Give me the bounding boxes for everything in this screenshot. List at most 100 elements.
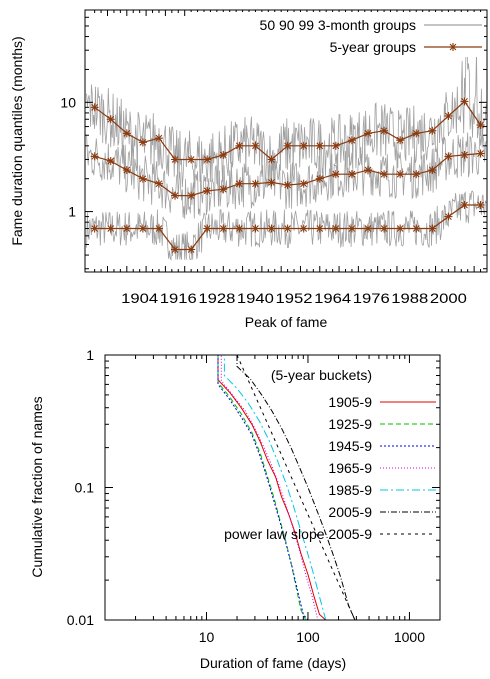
five-year-group-point bbox=[396, 136, 405, 145]
x-axis-title: Peak of fame bbox=[245, 314, 328, 330]
five-year-group-point bbox=[235, 224, 244, 233]
y-axis-ticks: 1 0.1 0.01 bbox=[67, 347, 440, 628]
five-year-group-point bbox=[380, 224, 389, 233]
five-year-group-point bbox=[187, 191, 196, 200]
y-axis-ticks: 1 10 bbox=[60, 16, 487, 270]
x-tick-label: 1916 bbox=[160, 290, 197, 306]
five-year-group-point bbox=[460, 150, 469, 159]
legend-star bbox=[449, 43, 457, 51]
five-year-group-point bbox=[364, 166, 373, 175]
five-year-group-point bbox=[90, 152, 99, 161]
x-tick-label: 1000 bbox=[394, 629, 425, 645]
five-year-group-point bbox=[347, 170, 356, 179]
three-month-group-lines bbox=[86, 37, 487, 261]
y-tick-label: 0.1 bbox=[75, 480, 95, 496]
legend-label-five-year: 5-year groups bbox=[330, 39, 416, 55]
cdf-line-1985-9 bbox=[105, 354, 332, 621]
five-year-group-series bbox=[90, 97, 485, 254]
five-year-group-point bbox=[138, 224, 147, 233]
five-year-group-point bbox=[267, 224, 276, 233]
five-year-group-point bbox=[203, 224, 212, 233]
cdf-line-1945-9 bbox=[105, 354, 309, 621]
five-year-group-point bbox=[315, 141, 324, 150]
five-year-group-point bbox=[283, 141, 292, 150]
cdf-line-1905-9 bbox=[105, 354, 327, 621]
y-tick-label: 10 bbox=[60, 94, 76, 110]
five-year-group-point bbox=[203, 155, 212, 164]
five-year-group-point bbox=[90, 103, 99, 112]
legend-label: power law slope 2005-9 bbox=[224, 526, 372, 542]
five-year-group-point bbox=[460, 200, 469, 209]
five-year-group-point bbox=[283, 224, 292, 233]
y-axis-title: Cumulative fraction of names bbox=[29, 396, 45, 577]
five-year-group-point bbox=[315, 174, 324, 183]
five-year-group-point bbox=[380, 170, 389, 179]
five-year-group-point bbox=[251, 179, 260, 188]
legend-label: 1905-9 bbox=[328, 394, 372, 410]
legend-label: 1945-9 bbox=[328, 438, 372, 454]
x-tick-label: 1928 bbox=[198, 290, 235, 306]
five-year-group-point bbox=[251, 141, 260, 150]
five-year-group-point bbox=[412, 224, 421, 233]
legend-label-three-month: 50 90 99 3-month groups bbox=[260, 17, 416, 33]
five-year-group-point bbox=[412, 129, 421, 138]
five-year-group-point bbox=[331, 224, 340, 233]
x-tick-label: 1976 bbox=[353, 290, 390, 306]
fame-quantiles-chart: 1904 1916 1928 1940 1952 1964 1976 1988 2000 1 10… bbox=[9, 9, 488, 330]
legend-label: 1985-9 bbox=[328, 482, 372, 498]
five-year-group-point bbox=[154, 179, 163, 188]
five-year-group-point bbox=[171, 191, 180, 200]
five-year-group-point bbox=[299, 224, 308, 233]
y-tick-label: 1 bbox=[68, 204, 76, 220]
x-axis-title: Duration of fame (days) bbox=[200, 655, 346, 671]
legend-label: 2005-9 bbox=[328, 504, 372, 520]
five-year-group-point bbox=[428, 126, 437, 135]
five-year-group-point bbox=[90, 224, 99, 233]
x-tick-label: 100 bbox=[296, 629, 320, 645]
legend-label: 1965-9 bbox=[328, 460, 372, 476]
five-year-group-point bbox=[412, 170, 421, 179]
five-year-group-point bbox=[444, 212, 453, 221]
five-year-group-point bbox=[331, 141, 340, 150]
five-year-group-point bbox=[364, 129, 373, 138]
five-year-group-point bbox=[476, 149, 485, 158]
five-year-group-point bbox=[219, 150, 228, 159]
y-axis-title: Fame duration quantiles (months) bbox=[9, 36, 25, 245]
five-year-group-point bbox=[122, 224, 131, 233]
five-year-group-point bbox=[138, 174, 147, 183]
five-year-group-point bbox=[460, 97, 469, 106]
x-tick-label: 1904 bbox=[121, 290, 158, 306]
legend-title: (5-year buckets) bbox=[271, 367, 372, 383]
five-year-group-point bbox=[347, 136, 356, 145]
five-year-group-point bbox=[138, 138, 147, 147]
five-year-group-point bbox=[267, 155, 276, 164]
five-year-group-point bbox=[106, 224, 115, 233]
y-tick-label: 0.01 bbox=[67, 612, 94, 628]
five-year-group-point bbox=[122, 129, 131, 138]
five-year-group-point bbox=[187, 155, 196, 164]
five-year-group-point bbox=[444, 152, 453, 161]
five-year-group-point bbox=[476, 200, 485, 209]
five-year-group-point bbox=[299, 141, 308, 150]
five-year-group-point bbox=[428, 224, 437, 233]
five-year-group-point bbox=[396, 224, 405, 233]
five-year-group-point bbox=[154, 224, 163, 233]
five-year-group-point bbox=[154, 134, 163, 143]
five-year-group-point bbox=[267, 178, 276, 187]
x-tick-label: 1952 bbox=[276, 290, 313, 306]
legend-box bbox=[140, 366, 436, 514]
five-year-group-point bbox=[235, 179, 244, 188]
star-marker-icon bbox=[449, 43, 457, 51]
legend-box bbox=[188, 12, 484, 57]
five-year-group-point bbox=[219, 224, 228, 233]
three-month-quantile-line bbox=[86, 37, 487, 188]
x-axis-ticks: 10 100 1000 bbox=[104, 355, 441, 645]
x-tick-label: 10 bbox=[199, 629, 215, 645]
five-year-group-point bbox=[299, 179, 308, 188]
fame-duration-cdf-chart: 10 100 1000 1 0.1 0.01 Duration of fame (day… bbox=[29, 347, 441, 671]
five-year-group-point bbox=[347, 224, 356, 233]
five-year-group-point bbox=[364, 224, 373, 233]
five-year-group-point bbox=[444, 111, 453, 120]
legend: 50 90 99 3-month groups 5-year groups bbox=[188, 12, 484, 57]
